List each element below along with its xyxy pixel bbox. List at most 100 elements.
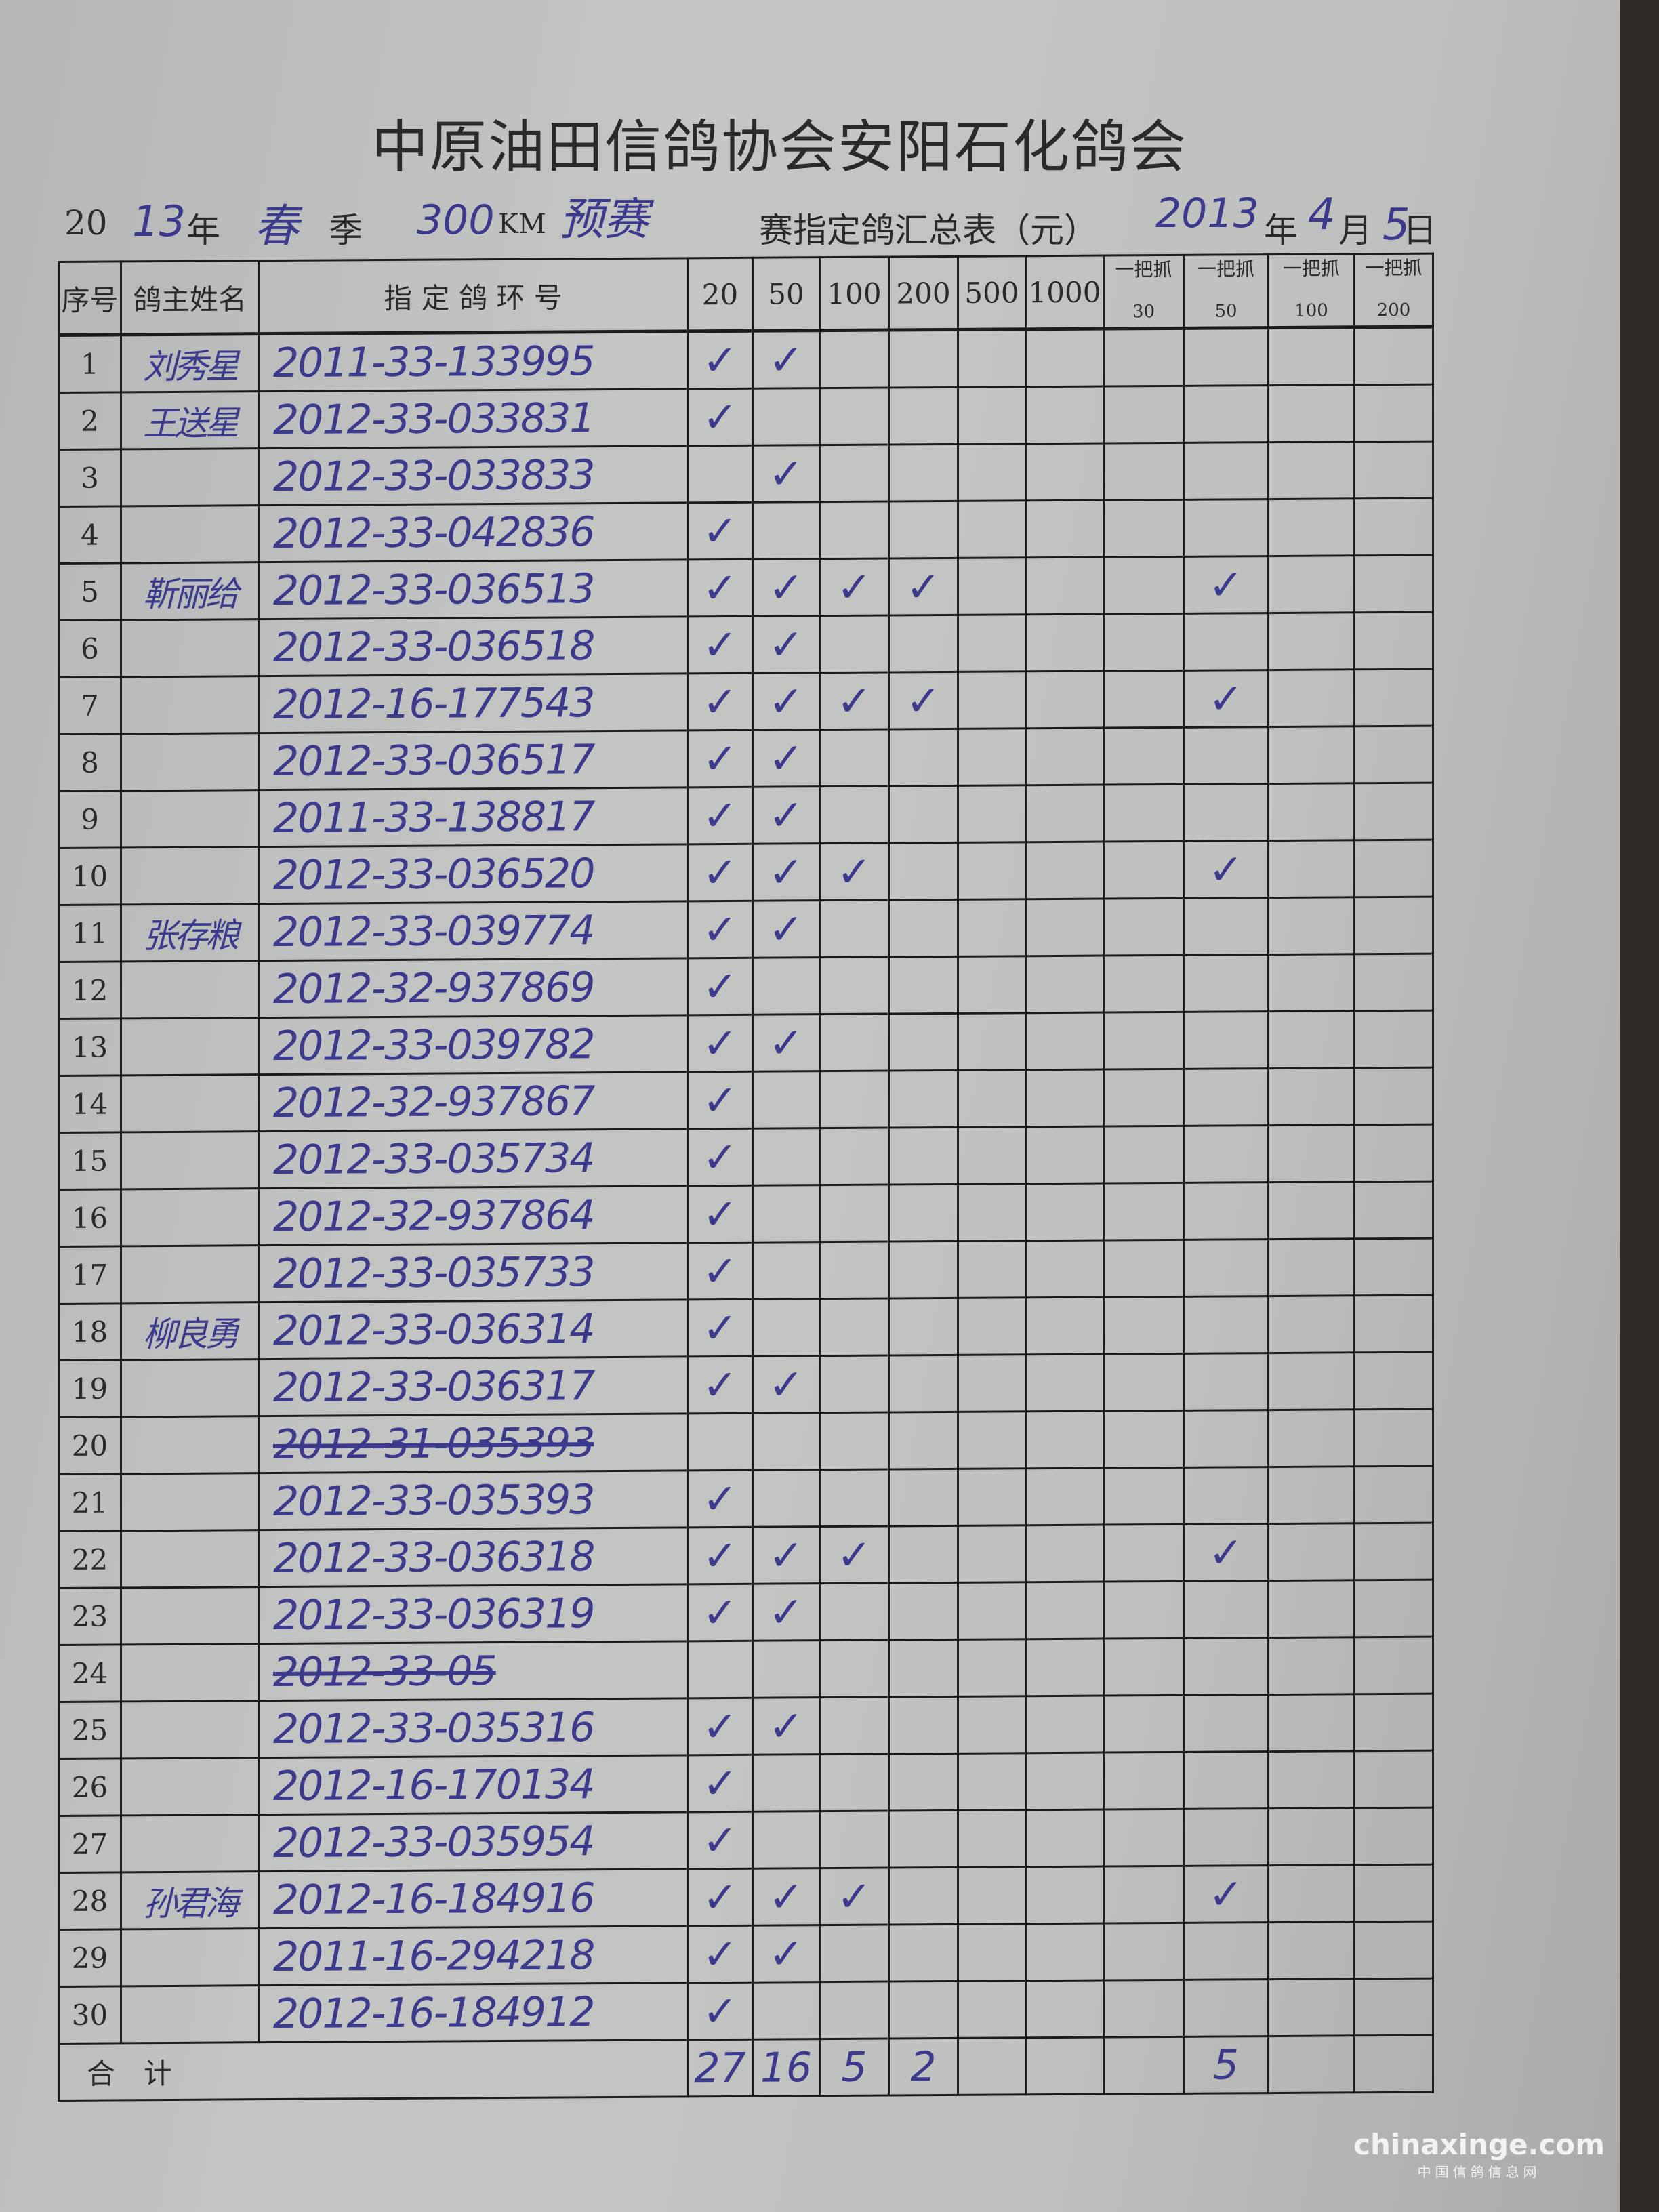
- empty-cell: [1354, 1864, 1433, 1922]
- empty-cell: [1268, 1750, 1355, 1809]
- empty-cell: [1103, 1524, 1184, 1582]
- empty-cell: [958, 329, 1026, 388]
- empty-cell: [1268, 954, 1355, 1012]
- total-value: [958, 2037, 1026, 2095]
- empty-cell: [1103, 1410, 1184, 1469]
- empty-cell: [1103, 443, 1184, 501]
- empty-cell: [958, 1923, 1026, 1982]
- empty-cell: [1183, 897, 1269, 956]
- empty-cell: [1354, 1010, 1433, 1068]
- empty-cell: [888, 899, 958, 958]
- check-mark-icon: ✓: [687, 1356, 753, 1414]
- empty-cell: [1025, 1126, 1104, 1184]
- owner-name: [121, 1188, 259, 1246]
- empty-cell: [1025, 1297, 1104, 1355]
- empty-cell: [752, 1298, 820, 1357]
- year-label: 年: [186, 211, 220, 250]
- table-row: 13 2012-33-039782 ✓ ✓: [58, 1010, 1433, 1076]
- owner-name: [121, 1359, 259, 1417]
- empty-cell: [958, 1183, 1026, 1242]
- empty-cell: [1025, 842, 1104, 899]
- empty-cell: [819, 1925, 889, 1982]
- empty-cell: [819, 1298, 889, 1356]
- ring-number: 2012-32-937869: [258, 958, 688, 1018]
- empty-cell: [1354, 669, 1433, 726]
- table-row: 29 2011-16-294218 ✓ ✓: [58, 1921, 1433, 1987]
- ring-number: 2012-33-039774: [258, 901, 688, 961]
- empty-cell: [1268, 1466, 1355, 1524]
- empty-cell: [1354, 726, 1433, 783]
- table-row: 11 张存粮 2012-33-039774 ✓ ✓: [58, 897, 1433, 962]
- row-number: 20: [58, 1416, 121, 1475]
- ring-number: 2012-33-036319: [258, 1584, 688, 1644]
- paper-sheet: [0, 0, 1620, 2212]
- empty-cell: [819, 1469, 889, 1527]
- ring-number: 2012-33-035734: [258, 1128, 688, 1189]
- check-mark-icon: ✓: [687, 1755, 753, 1812]
- empty-cell: [1103, 1752, 1184, 1810]
- table-row: 27 2012-33-035954 ✓: [58, 1807, 1433, 1873]
- row-number: 14: [58, 1075, 121, 1133]
- empty-cell: [1025, 728, 1104, 785]
- empty-cell: [1103, 1069, 1184, 1127]
- empty-cell: [1025, 1923, 1104, 1981]
- empty-cell: [1103, 784, 1184, 842]
- empty-cell: [1354, 954, 1433, 1011]
- empty-cell: [888, 1753, 958, 1811]
- distance-unit: KM: [498, 209, 546, 240]
- check-mark-icon: ✓: [752, 1526, 820, 1584]
- date-month-label: 月: [1338, 211, 1372, 250]
- empty-cell: [888, 785, 958, 844]
- empty-cell: [1103, 499, 1184, 558]
- ring-number: 2012-31-035393: [258, 1413, 688, 1473]
- empty-cell: [819, 729, 889, 787]
- empty-cell: [687, 445, 753, 503]
- owner-name: [121, 448, 259, 506]
- empty-cell: [752, 1412, 820, 1471]
- ring-number: 2012-33-036513: [258, 559, 688, 619]
- empty-cell: [1103, 1809, 1184, 1867]
- check-mark-icon: ✓: [752, 1697, 820, 1755]
- table-row: 30 2012-16-184912 ✓: [58, 1978, 1433, 2044]
- empty-cell: [1183, 327, 1269, 386]
- empty-cell: [819, 1697, 889, 1755]
- ring-number: 2012-33-05: [258, 1641, 688, 1701]
- check-mark-icon: ✓: [819, 1526, 889, 1584]
- owner-name: 柳良勇: [121, 1302, 259, 1360]
- empty-cell: [1268, 1010, 1355, 1069]
- empty-cell: [1025, 1468, 1104, 1525]
- year-handwritten: 13: [132, 197, 186, 246]
- empty-cell: [1025, 1980, 1104, 2038]
- total-value: [1354, 2035, 1433, 2093]
- empty-cell: [888, 329, 958, 388]
- date-year-label: 年: [1264, 211, 1298, 250]
- row-number: 15: [58, 1132, 121, 1190]
- empty-cell: [1268, 669, 1355, 727]
- check-mark-icon: ✓: [687, 1527, 753, 1584]
- table-row: 16 2012-32-937864 ✓: [58, 1181, 1433, 1247]
- empty-cell: [1025, 1525, 1104, 1582]
- owner-name: [121, 1985, 259, 2043]
- empty-cell: [819, 1355, 889, 1413]
- empty-cell: [888, 1355, 958, 1413]
- empty-cell: [1025, 956, 1104, 1013]
- empty-cell: [1183, 1808, 1269, 1866]
- check-mark-icon: ✓: [819, 1868, 889, 1925]
- watermark-subtitle: 中国信鸽信息网: [1417, 2164, 1541, 2180]
- owner-name: [121, 1530, 259, 1588]
- empty-cell: [1103, 386, 1184, 444]
- empty-cell: [888, 1013, 958, 1071]
- empty-cell: [888, 1469, 958, 1527]
- check-mark-icon: ✓: [687, 1811, 753, 1869]
- row-number: 22: [58, 1530, 121, 1589]
- row-number: 23: [58, 1587, 121, 1645]
- empty-cell: [1025, 1809, 1104, 1867]
- header-no: 序号: [58, 261, 121, 335]
- table-row: 26 2012-16-170134 ✓: [58, 1750, 1433, 1816]
- table-row: 15 2012-33-035734 ✓: [58, 1124, 1433, 1190]
- check-mark-icon: ✓: [752, 1868, 820, 1926]
- row-number: 18: [58, 1303, 121, 1361]
- empty-cell: [1268, 1978, 1355, 2036]
- empty-cell: [958, 785, 1026, 843]
- check-mark-icon: ✓: [687, 1071, 753, 1129]
